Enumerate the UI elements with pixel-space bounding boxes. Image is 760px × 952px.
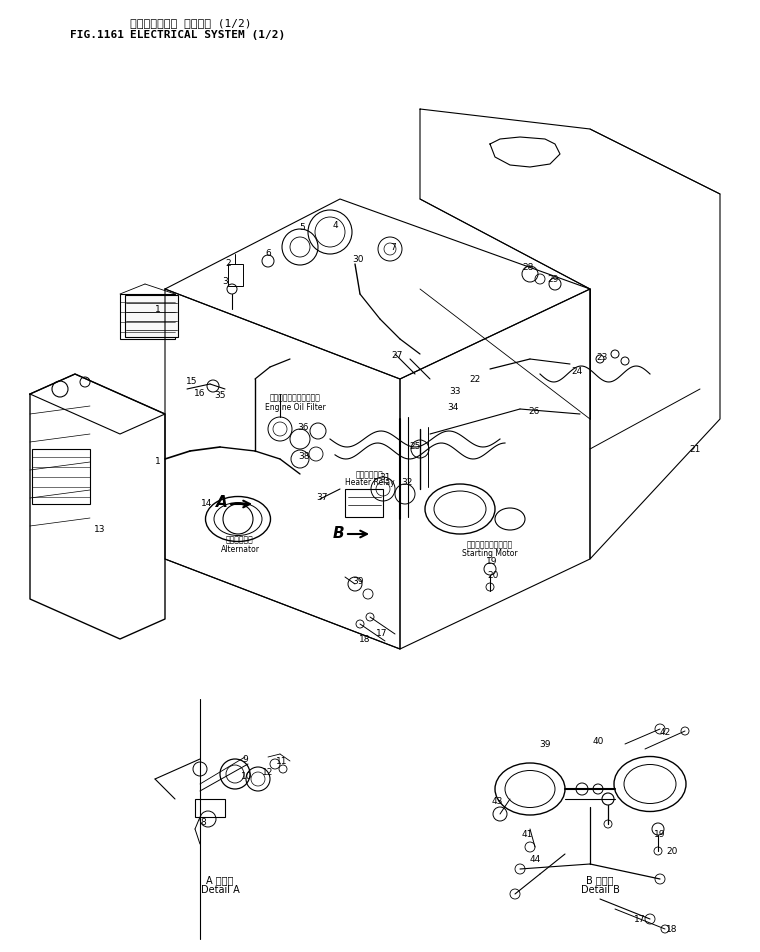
Text: 6: 6 — [265, 249, 271, 258]
Text: 28: 28 — [522, 263, 534, 272]
Text: エンジンオイルフィルタ: エンジンオイルフィルタ — [270, 393, 321, 402]
Text: 1: 1 — [155, 457, 161, 466]
Text: 18: 18 — [667, 924, 678, 934]
Text: 23: 23 — [597, 353, 608, 362]
Text: 22: 22 — [470, 375, 480, 384]
Text: B: B — [332, 525, 344, 540]
Text: 1: 1 — [155, 306, 161, 314]
Text: 5: 5 — [299, 224, 305, 232]
Text: 15: 15 — [186, 377, 198, 387]
Text: 37: 37 — [316, 493, 328, 502]
Bar — [195, 799, 225, 817]
Text: 34: 34 — [448, 403, 459, 412]
Text: 29: 29 — [547, 275, 559, 285]
Text: A: A — [216, 495, 228, 510]
Bar — [125, 296, 178, 338]
Text: 31: 31 — [379, 473, 391, 482]
Text: 27: 27 — [391, 350, 403, 359]
Bar — [32, 449, 90, 505]
Text: 10: 10 — [241, 772, 253, 781]
Text: 17: 17 — [376, 627, 388, 637]
Text: 9: 9 — [242, 755, 248, 764]
Text: 18: 18 — [359, 635, 371, 644]
Text: 14: 14 — [201, 499, 213, 508]
Text: 8: 8 — [200, 818, 206, 826]
Text: 11: 11 — [276, 757, 288, 765]
Text: 20: 20 — [667, 846, 678, 856]
Text: B 詳細図: B 詳細図 — [586, 874, 614, 884]
Text: 17: 17 — [635, 915, 646, 923]
Text: 16: 16 — [195, 388, 206, 397]
Bar — [120, 295, 175, 340]
Text: 20: 20 — [487, 571, 499, 580]
Text: 2: 2 — [225, 258, 231, 268]
Text: 13: 13 — [94, 525, 106, 534]
Text: オルタネータ: オルタネータ — [226, 535, 254, 544]
Text: Heater Relay: Heater Relay — [345, 478, 394, 487]
Text: A 詳細図: A 詳細図 — [206, 874, 233, 884]
Text: 19: 19 — [486, 557, 498, 565]
Text: スターティングモータ: スターティングモータ — [467, 540, 513, 549]
Text: Alternator: Alternator — [220, 544, 259, 553]
Text: 21: 21 — [689, 445, 701, 454]
Bar — [228, 265, 243, 287]
Text: 32: 32 — [401, 478, 413, 487]
Text: Starting Motor: Starting Motor — [462, 549, 518, 558]
Text: Detail B: Detail B — [581, 884, 619, 894]
Text: 42: 42 — [660, 727, 670, 737]
Text: 25: 25 — [410, 442, 421, 451]
Text: エレクトリカル システム (1/2): エレクトリカル システム (1/2) — [130, 18, 252, 28]
Text: 35: 35 — [214, 391, 226, 400]
Text: ヒータリレー: ヒータリレー — [356, 470, 384, 479]
Text: FIG.1161: FIG.1161 — [70, 30, 124, 40]
Text: 12: 12 — [262, 767, 274, 777]
Text: 39: 39 — [540, 740, 551, 748]
Text: 36: 36 — [297, 422, 309, 431]
Text: 7: 7 — [390, 244, 396, 252]
Text: 26: 26 — [528, 407, 540, 416]
Text: 30: 30 — [352, 254, 364, 263]
Text: 41: 41 — [521, 829, 533, 839]
Bar — [345, 489, 383, 518]
Text: 38: 38 — [298, 452, 310, 461]
Text: 3: 3 — [222, 277, 228, 287]
Text: 44: 44 — [530, 855, 540, 863]
Text: 24: 24 — [572, 367, 583, 376]
Text: Engine Oil Filter: Engine Oil Filter — [264, 403, 325, 412]
Text: Detail A: Detail A — [201, 884, 239, 894]
Text: 39: 39 — [352, 577, 364, 585]
Text: 33: 33 — [449, 387, 461, 396]
Text: 43: 43 — [491, 797, 502, 805]
Text: 4: 4 — [332, 220, 337, 229]
Text: 19: 19 — [654, 829, 666, 839]
Text: ELECTRICAL SYSTEM (1/2): ELECTRICAL SYSTEM (1/2) — [130, 30, 285, 40]
Text: 40: 40 — [592, 737, 603, 745]
